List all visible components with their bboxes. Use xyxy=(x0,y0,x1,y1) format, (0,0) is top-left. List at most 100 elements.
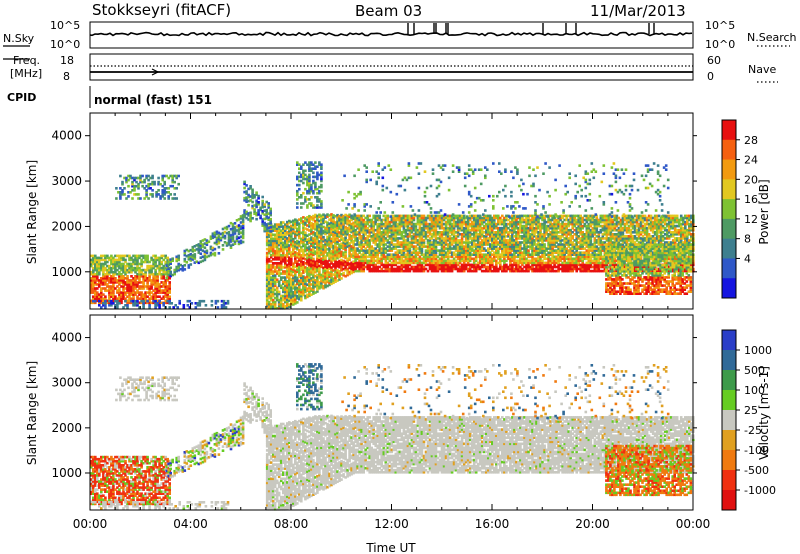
power-cell xyxy=(344,268,347,272)
power-cell xyxy=(320,265,323,269)
power-cell xyxy=(408,259,412,263)
power-cell xyxy=(320,241,323,244)
power-cell xyxy=(292,295,295,298)
power-cell xyxy=(368,249,371,252)
power-cell xyxy=(340,246,343,250)
power-cell xyxy=(318,234,321,237)
power-cell xyxy=(555,239,558,242)
power-cell xyxy=(282,286,285,290)
power-cell xyxy=(649,235,653,238)
power-cell xyxy=(627,218,631,222)
power-cell xyxy=(410,257,414,261)
power-cell xyxy=(420,261,424,265)
power-cell xyxy=(390,226,394,230)
power-cell xyxy=(342,253,345,257)
power-cell xyxy=(286,275,289,279)
power-cell xyxy=(651,224,655,228)
power-cell xyxy=(583,265,587,269)
power-cell xyxy=(535,269,538,273)
power-cell xyxy=(296,260,299,263)
power-cell xyxy=(332,232,335,236)
power-cell xyxy=(493,239,496,242)
power-cell xyxy=(553,241,556,244)
power-cell xyxy=(428,247,432,250)
power-cell xyxy=(288,287,291,290)
power-cell xyxy=(326,243,329,247)
power-cell xyxy=(288,260,291,264)
power-cell xyxy=(581,255,584,259)
power-cell xyxy=(292,270,295,274)
power-cell xyxy=(533,226,536,230)
power-cell xyxy=(527,269,530,273)
power-cell xyxy=(324,251,327,254)
power-cell xyxy=(529,237,532,240)
power-cell xyxy=(613,259,617,263)
power-cell xyxy=(472,222,476,226)
power-cell xyxy=(583,267,587,271)
power-cell xyxy=(474,237,478,240)
power-cell xyxy=(521,261,524,265)
power-cell xyxy=(273,307,277,310)
power-cell xyxy=(380,224,383,228)
power-cell xyxy=(545,220,548,224)
power-cell xyxy=(462,233,466,236)
power-cell xyxy=(316,282,319,285)
power-cell xyxy=(354,259,357,263)
power-cell xyxy=(332,248,335,252)
power-cell xyxy=(631,231,635,234)
power-cell xyxy=(384,243,388,246)
power-cell xyxy=(378,239,381,242)
power-cell xyxy=(551,243,554,246)
power-cell xyxy=(362,222,365,226)
power-cell xyxy=(563,265,566,269)
power-cell xyxy=(529,220,532,224)
power-cell xyxy=(338,247,341,251)
power-cell xyxy=(312,265,315,269)
power-cell xyxy=(515,216,518,220)
power-cell xyxy=(611,241,615,244)
power-cell xyxy=(392,255,396,259)
power-cell xyxy=(318,250,321,253)
power-cell xyxy=(350,228,353,232)
power-cell xyxy=(553,269,556,273)
power-cell xyxy=(292,286,295,290)
power-cell xyxy=(555,231,558,234)
power-cell xyxy=(462,226,466,230)
power-cell xyxy=(273,268,277,271)
power-cell xyxy=(491,259,494,263)
power-cell xyxy=(308,229,311,232)
power-cell xyxy=(509,216,512,220)
power-cell xyxy=(527,220,530,224)
power-cell xyxy=(310,264,313,268)
power-cell xyxy=(298,291,301,295)
power-cell xyxy=(581,235,584,238)
power-cell xyxy=(324,238,327,242)
power-cell xyxy=(332,228,335,231)
power-cell xyxy=(344,250,347,253)
power-cell xyxy=(499,243,502,246)
power-cell xyxy=(593,263,597,267)
power-cell xyxy=(525,220,528,224)
power-cell xyxy=(450,222,454,226)
power-cell xyxy=(541,241,544,244)
power-cell xyxy=(462,263,466,267)
power-cell xyxy=(501,245,504,248)
power-cell xyxy=(376,267,379,271)
power-cell xyxy=(398,237,402,240)
power-cell xyxy=(348,256,351,259)
power-cell xyxy=(607,245,611,248)
power-cell xyxy=(527,237,530,240)
power-cell xyxy=(476,233,480,236)
power-cell xyxy=(314,240,317,243)
power-cell xyxy=(277,298,281,302)
power-cell xyxy=(326,262,329,265)
power-cell xyxy=(489,218,492,222)
power-cell xyxy=(422,233,426,236)
power-cell xyxy=(286,271,289,275)
power-cell xyxy=(288,272,291,276)
power-cell xyxy=(300,256,303,259)
power-cell xyxy=(551,228,554,232)
power-cell xyxy=(376,251,379,254)
power-cell xyxy=(511,231,514,234)
power-cell xyxy=(456,226,460,230)
